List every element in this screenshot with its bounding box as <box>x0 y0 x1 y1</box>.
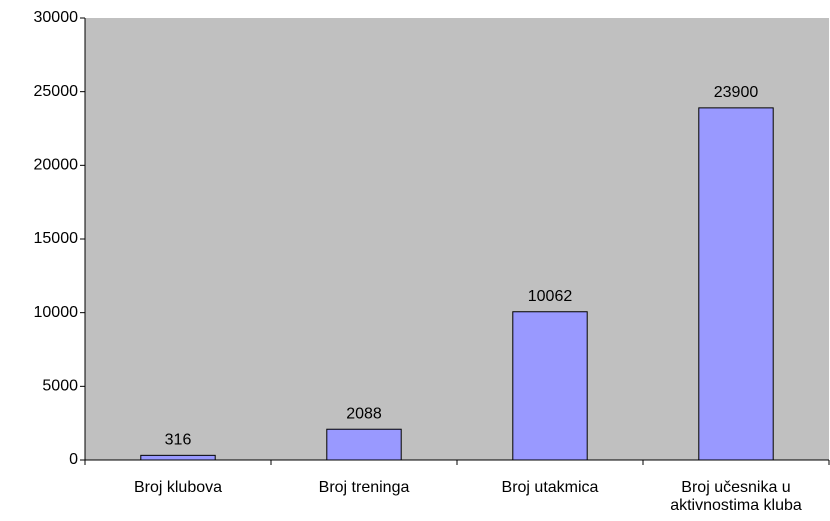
value-label: 10062 <box>528 288 573 305</box>
y-tick-label: 30000 <box>34 9 79 26</box>
value-label: 2088 <box>346 405 382 422</box>
bar <box>698 107 774 461</box>
x-tick-label: Broj klubova <box>133 479 223 496</box>
bar <box>140 454 216 461</box>
x-tick-label: Broj učesnika u aktivnostima kluba <box>670 479 802 514</box>
y-tick-label: 20000 <box>34 157 79 174</box>
value-label: 23900 <box>714 84 759 101</box>
x-tick-label: Broj treninga <box>318 479 410 496</box>
x-tick-label: Broj utakmica <box>501 479 599 496</box>
y-tick-label: 10000 <box>34 304 79 321</box>
bar <box>326 428 402 461</box>
bar <box>512 311 588 461</box>
y-tick-label: 25000 <box>34 83 79 100</box>
y-tick-label: 15000 <box>34 230 79 247</box>
y-tick-label: 5000 <box>42 378 78 395</box>
value-label: 316 <box>165 432 192 449</box>
y-tick-label: 0 <box>69 451 78 468</box>
